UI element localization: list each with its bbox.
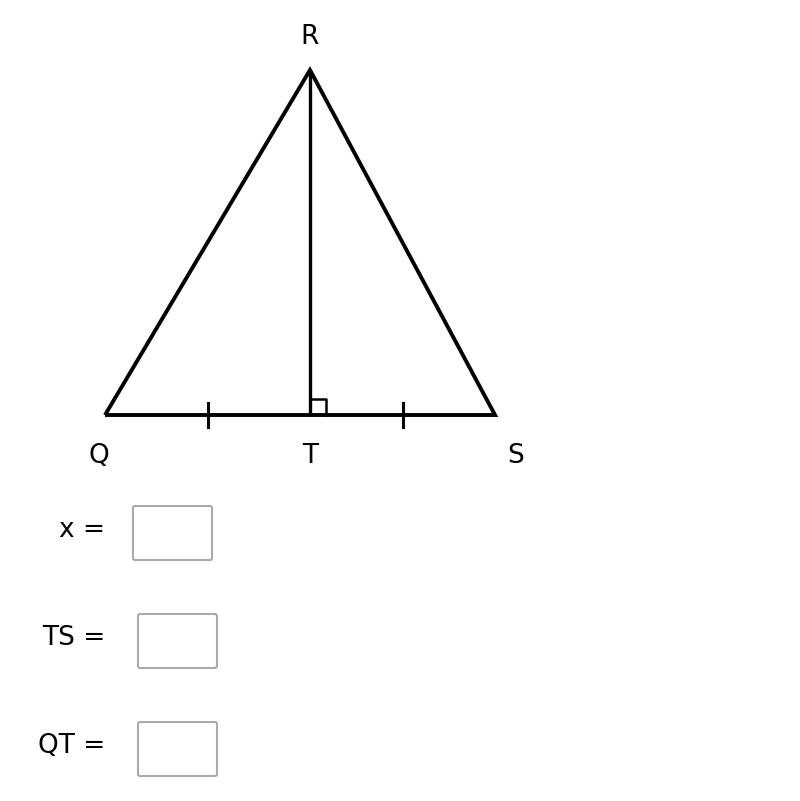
Text: T: T <box>302 443 318 469</box>
Text: Q: Q <box>88 443 109 469</box>
Text: R: R <box>301 24 319 50</box>
FancyBboxPatch shape <box>133 506 212 560</box>
Text: S: S <box>507 443 524 469</box>
FancyBboxPatch shape <box>138 614 217 668</box>
Text: QT =: QT = <box>38 733 105 759</box>
Text: TS =: TS = <box>42 625 105 651</box>
FancyBboxPatch shape <box>138 722 217 776</box>
Text: x =: x = <box>59 517 105 543</box>
